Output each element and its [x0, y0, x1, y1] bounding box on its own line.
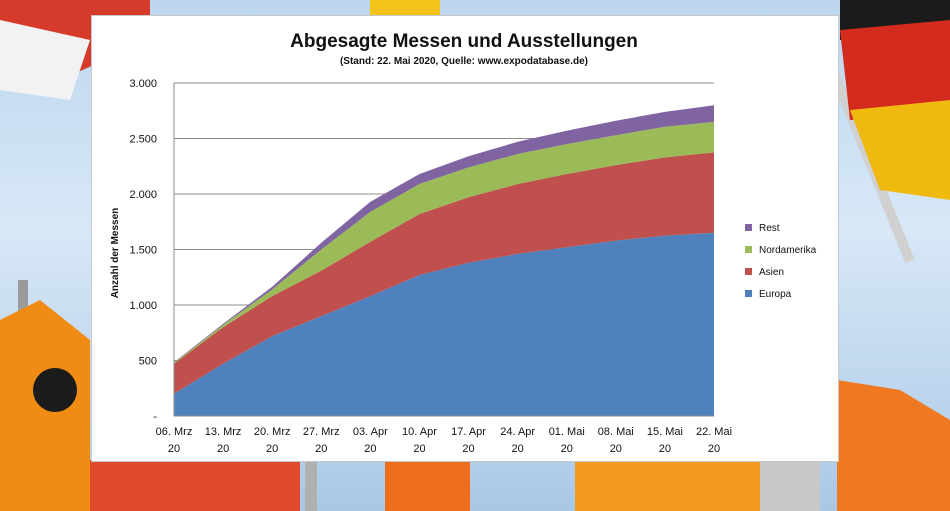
y-tick-labels: - 500 1.000 1.500 2.000 2.500 3.000: [129, 78, 157, 423]
x-tick-label: 08. Mai 20: [598, 426, 634, 455]
y-tick-label: 2.500: [129, 134, 157, 146]
x-tick-label: 15. Mai 20: [647, 426, 683, 455]
area-series-europa: [174, 232, 714, 416]
legend-label-asien: Asien: [759, 267, 784, 278]
chart-subtitle: (Stand: 22. Mai 2020, Quelle: www.expoda…: [340, 56, 588, 67]
legend-label-nordamerika: Nordamerika: [759, 245, 817, 256]
y-tick-label: 2.000: [129, 189, 157, 201]
x-tick-label: 03. Apr 20: [353, 426, 388, 455]
area-series-group: [174, 105, 714, 416]
legend-swatch-asien: [745, 268, 752, 275]
x-tick-label: 22. Mai 20: [696, 426, 732, 455]
x-tick-labels: 06. Mrz 20 13. Mrz 20 20. Mrz 20 27. Mrz 20 03. …: [156, 426, 732, 455]
x-tick-label: 27. Mrz 20: [303, 426, 340, 455]
axes: [173, 83, 714, 417]
area-series-nordamerika: [174, 121, 714, 364]
legend-label-rest: Rest: [759, 223, 780, 234]
x-tick-label: 20. Mrz 20: [254, 426, 291, 455]
x-tick-label: 17. Apr 20: [451, 426, 486, 455]
chart-title: Abgesagte Messen und Ausstellungen: [290, 31, 638, 52]
legend-swatch-europa: [745, 290, 752, 297]
x-tick-label: 01. Mai 20: [549, 426, 585, 455]
legend-label-europa: Europa: [759, 289, 792, 300]
y-axis-label: Anzahl der Messen: [110, 208, 121, 299]
y-tick-label: -: [153, 411, 157, 423]
legend-swatch-nordamerika: [745, 246, 752, 253]
stacked-area-chart: Abgesagte Messen und Ausstellungen (Stan…: [110, 31, 817, 455]
legend-swatch-rest: [745, 224, 752, 231]
y-tick-label: 1.500: [129, 245, 157, 257]
area-series-asien: [174, 152, 714, 394]
y-tick-label: 500: [139, 356, 157, 368]
x-tick-label: 24. Apr 20: [500, 426, 535, 455]
y-tick-label: 1.000: [129, 300, 157, 312]
legend: Rest Nordamerika Asien Europa: [745, 223, 817, 300]
chart-panel: Abgesagte Messen und Ausstellungen (Stan…: [91, 15, 839, 462]
x-tick-label: 10. Apr 20: [402, 426, 437, 455]
x-tick-label: 06. Mrz 20: [156, 426, 193, 455]
x-tick-label: 13. Mrz 20: [205, 426, 242, 455]
y-tick-label: 3.000: [129, 78, 157, 90]
